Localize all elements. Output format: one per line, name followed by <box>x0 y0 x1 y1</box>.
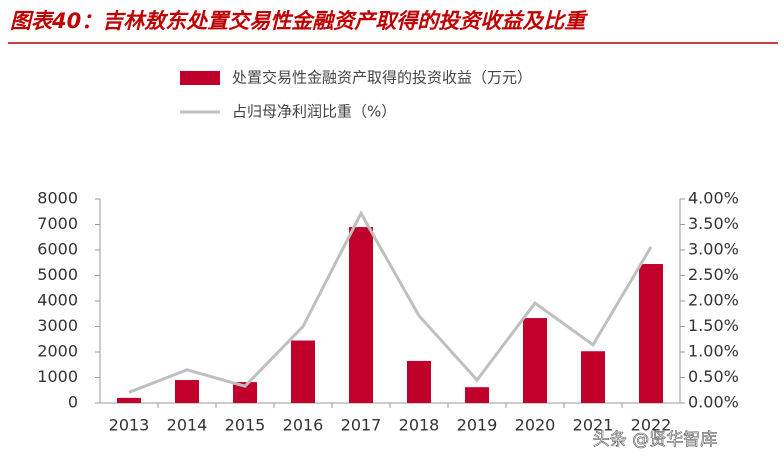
y-tick-label: 4000 <box>37 291 78 310</box>
legend-label: 处置交易性金融资产取得的投资收益（万元） <box>232 69 532 87</box>
bar <box>523 318 547 403</box>
x-tick-label: 2016 <box>283 416 324 435</box>
y2-tick-label: 4.00% <box>688 189 739 208</box>
bar <box>407 360 431 403</box>
line <box>128 210 653 394</box>
bar <box>639 264 663 403</box>
y-tick-label: 7000 <box>37 214 78 233</box>
y2-tick-label: 1.00% <box>688 342 739 361</box>
y2-tick-label: 1.50% <box>688 316 739 335</box>
y2-tick-label: 2.00% <box>688 291 739 310</box>
y-tick-label: 2000 <box>37 342 78 361</box>
y2-tick-label: 2.50% <box>688 265 739 284</box>
x-tick-label: 2022 <box>631 416 672 435</box>
y2-tick-label: 0.00% <box>688 393 739 412</box>
bar <box>349 227 373 403</box>
x-tick-label: 2019 <box>457 416 498 435</box>
bar <box>581 351 605 403</box>
y-tick-label: 1000 <box>37 367 78 386</box>
bar <box>117 397 141 403</box>
chart-title: 图表40：吉林敖东处置交易性金融资产取得的投资收益及比重 <box>10 9 588 33</box>
y-tick-label: 3000 <box>37 316 78 335</box>
legend-swatch <box>180 71 220 85</box>
x-tick-label: 2014 <box>167 416 208 435</box>
watermark: 头条 @贤华智库 <box>593 430 717 450</box>
y-tick-label: 0 <box>68 393 78 412</box>
x-tick-label: 2020 <box>515 416 556 435</box>
y2-tick-label: 0.50% <box>688 367 739 386</box>
bar <box>291 340 315 403</box>
y-tick-label: 6000 <box>37 240 78 259</box>
y2-tick-label: 3.00% <box>688 240 739 259</box>
x-tick-label: 2018 <box>399 416 440 435</box>
y-tick-label: 5000 <box>37 265 78 284</box>
x-tick-label: 2015 <box>225 416 266 435</box>
x-tick-label: 2013 <box>109 416 150 435</box>
bar <box>465 387 489 403</box>
y2-tick-label: 3.50% <box>688 214 739 233</box>
legend-label: 占归母净利润比重（%） <box>232 103 396 121</box>
bar <box>175 380 199 403</box>
y-tick-label: 8000 <box>37 189 78 208</box>
bar <box>233 382 257 403</box>
x-tick-label: 2021 <box>573 416 614 435</box>
x-tick-label: 2017 <box>341 416 382 435</box>
